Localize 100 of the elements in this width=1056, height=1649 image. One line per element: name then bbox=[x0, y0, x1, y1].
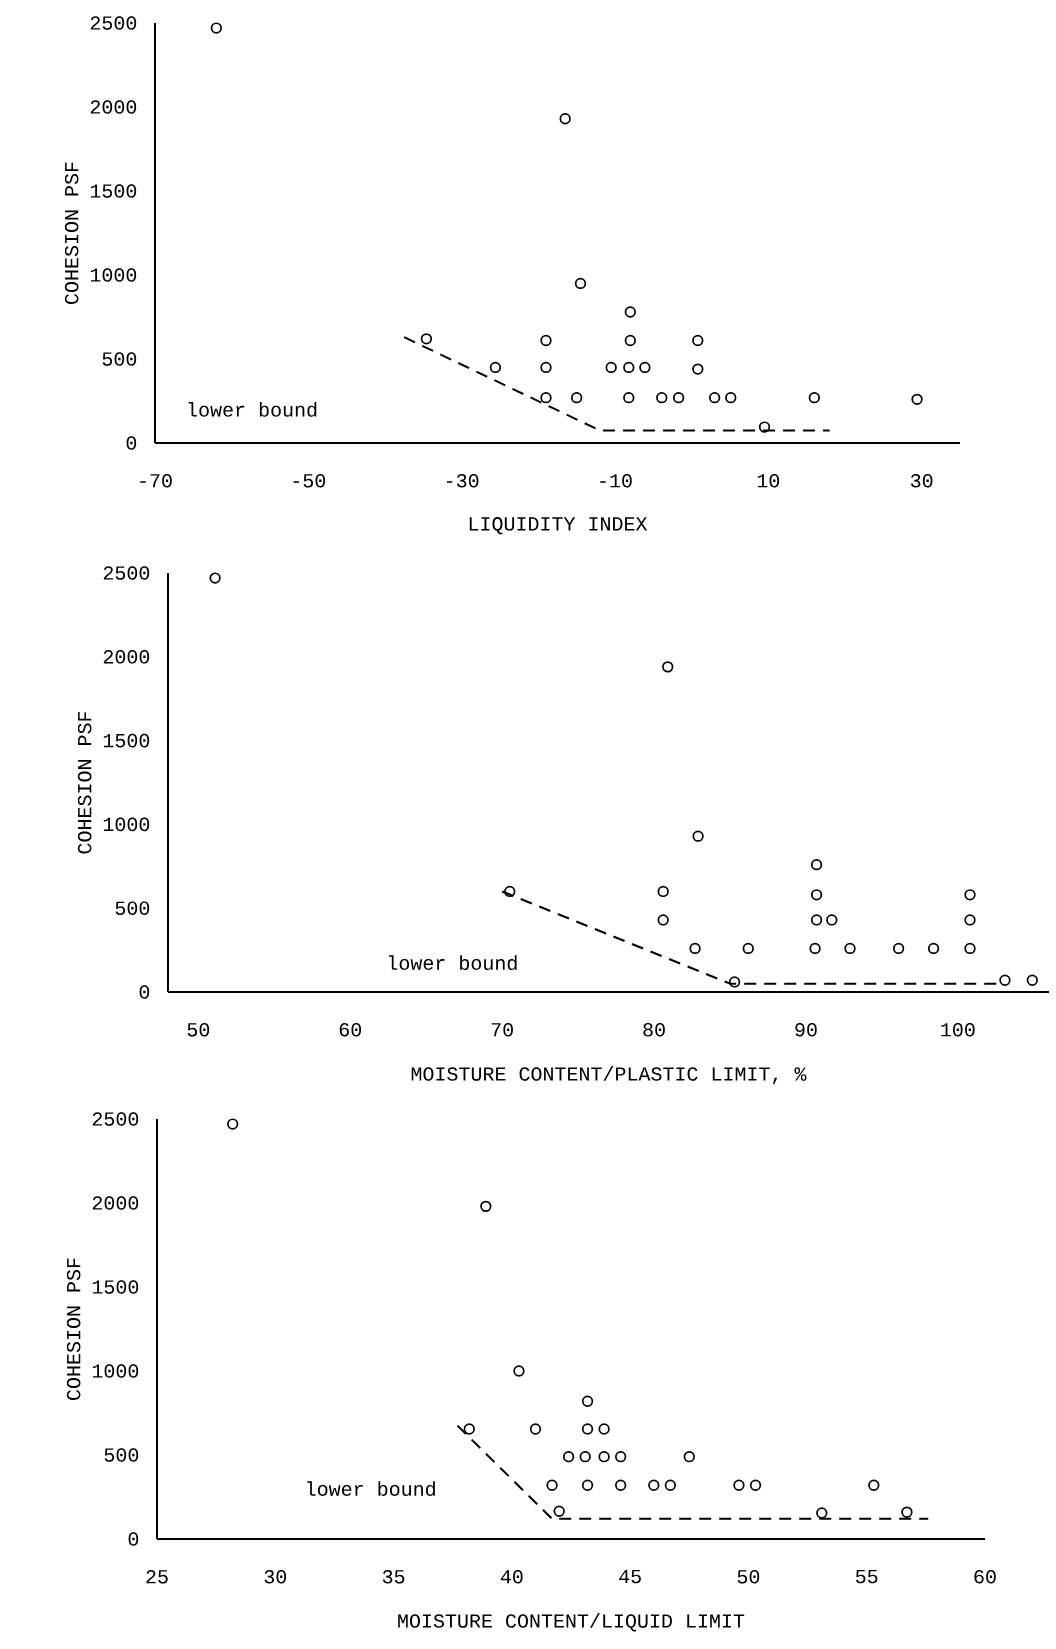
x-tick-label: -50 bbox=[293, 473, 326, 488]
point bbox=[927, 942, 940, 955]
point bbox=[581, 1395, 594, 1407]
point bbox=[504, 885, 516, 898]
point bbox=[911, 393, 923, 405]
point bbox=[623, 361, 635, 374]
point bbox=[540, 361, 552, 374]
point bbox=[489, 361, 502, 374]
y-tick-label: 0 bbox=[126, 436, 137, 450]
point bbox=[901, 1506, 913, 1518]
point bbox=[463, 1423, 475, 1435]
point bbox=[844, 942, 856, 955]
point bbox=[708, 391, 721, 404]
y-axis-title: COHESION PSF bbox=[77, 711, 92, 854]
x-tick-label: 70 bbox=[491, 1022, 513, 1037]
point bbox=[559, 113, 571, 125]
point bbox=[810, 914, 823, 926]
point bbox=[892, 942, 905, 955]
x-axis-title: LIQUIDITY INDEX bbox=[469, 517, 648, 535]
point bbox=[999, 974, 1011, 986]
x-tick-label: -30 bbox=[446, 473, 479, 488]
point bbox=[574, 277, 587, 290]
x-tick-label: 35 bbox=[382, 1569, 405, 1584]
point bbox=[639, 361, 651, 374]
y-tick-label: 0 bbox=[128, 1532, 139, 1546]
y-tick-label: 2000 bbox=[90, 100, 137, 114]
x-tick-label: 50 bbox=[187, 1022, 210, 1037]
point bbox=[1026, 974, 1038, 986]
point bbox=[964, 889, 976, 901]
y-tick-label: 500 bbox=[102, 352, 137, 366]
point bbox=[529, 1423, 542, 1435]
point bbox=[725, 391, 737, 404]
point bbox=[657, 914, 669, 926]
point bbox=[683, 1451, 695, 1463]
point bbox=[657, 885, 669, 898]
text: lower bound bbox=[307, 1481, 435, 1496]
point bbox=[826, 914, 838, 926]
point bbox=[692, 363, 704, 375]
point bbox=[480, 1200, 492, 1213]
x-tick-label: -70 bbox=[140, 473, 172, 488]
point bbox=[210, 22, 222, 34]
point bbox=[209, 572, 221, 584]
x-axis-title: MOISTURE CONTENT/LIQUID LIMIT bbox=[398, 1613, 745, 1632]
point bbox=[656, 391, 668, 404]
point bbox=[758, 421, 771, 433]
y-axis-title: COHESION PSF bbox=[64, 162, 79, 304]
x-tick-label: 100 bbox=[941, 1022, 975, 1037]
point bbox=[540, 334, 552, 347]
point bbox=[615, 1451, 627, 1463]
point bbox=[728, 976, 741, 988]
x-tick-label: 90 bbox=[795, 1022, 817, 1037]
point bbox=[672, 391, 685, 404]
x-tick-label: 55 bbox=[855, 1569, 878, 1584]
y-tick-label: 2000 bbox=[103, 650, 150, 664]
y-tick-label: 1000 bbox=[92, 1364, 139, 1378]
x-tick-label: 45 bbox=[619, 1569, 641, 1584]
y-tick-label: 1500 bbox=[103, 733, 150, 748]
point bbox=[540, 391, 552, 404]
point bbox=[664, 1479, 677, 1491]
point bbox=[733, 1479, 745, 1491]
point bbox=[816, 1507, 828, 1519]
point bbox=[742, 942, 754, 955]
point bbox=[809, 942, 821, 955]
text: lower bound bbox=[388, 955, 517, 971]
y-tick-label: 1000 bbox=[103, 817, 150, 832]
point bbox=[227, 1118, 239, 1130]
point bbox=[810, 858, 823, 871]
point bbox=[546, 1479, 558, 1491]
x-tick-label: 50 bbox=[737, 1569, 760, 1584]
x-tick-label: 10 bbox=[757, 473, 780, 488]
point bbox=[648, 1479, 660, 1491]
point bbox=[689, 942, 701, 955]
x-tick-label: 25 bbox=[146, 1569, 168, 1584]
y-tick-label: 0 bbox=[139, 985, 150, 999]
point bbox=[581, 1479, 594, 1491]
point bbox=[624, 306, 636, 318]
x-tick-label: 60 bbox=[974, 1569, 996, 1584]
y-tick-label: 1500 bbox=[92, 1280, 139, 1294]
point bbox=[420, 333, 433, 345]
y-axis-title: COHESION PSF bbox=[66, 1258, 81, 1400]
point bbox=[623, 391, 635, 404]
point bbox=[810, 889, 823, 901]
point bbox=[598, 1451, 610, 1463]
y-tick-label: 2500 bbox=[103, 566, 150, 580]
y-tick-label: 1500 bbox=[90, 184, 137, 198]
x-tick-label: 40 bbox=[500, 1569, 523, 1584]
point bbox=[598, 1423, 610, 1435]
x-tick-label: 30 bbox=[910, 473, 933, 488]
x-axis-title: MOISTURE CONTENT/PLASTIC LIMIT, % bbox=[411, 1066, 807, 1085]
x-tick-label: 80 bbox=[643, 1022, 665, 1037]
point bbox=[692, 334, 704, 347]
point bbox=[513, 1365, 525, 1377]
point bbox=[662, 661, 674, 673]
point bbox=[615, 1479, 627, 1491]
point bbox=[562, 1451, 575, 1463]
point bbox=[570, 391, 583, 404]
x-tick-label: -10 bbox=[600, 473, 632, 488]
point bbox=[581, 1423, 594, 1435]
x-tick-label: 60 bbox=[339, 1022, 362, 1037]
y-tick-label: 1000 bbox=[90, 268, 137, 282]
